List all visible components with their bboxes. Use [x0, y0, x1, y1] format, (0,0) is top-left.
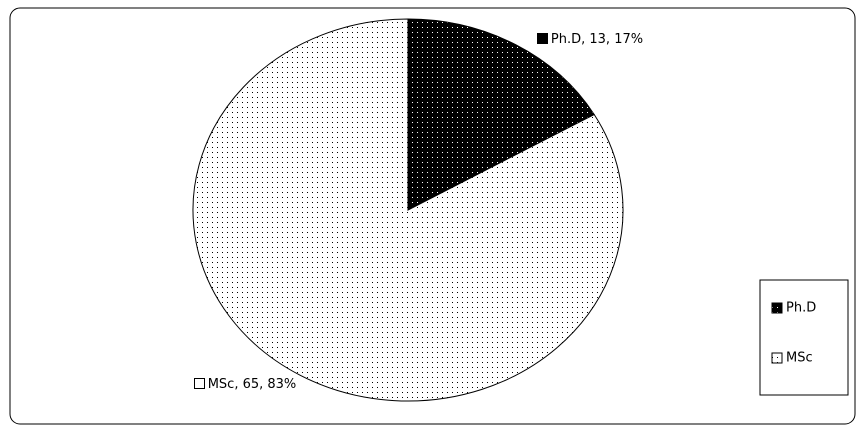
- legend-box: [759, 279, 849, 396]
- data-label: MSc, 65, 83%: [190, 375, 300, 395]
- legend-swatch: [771, 352, 783, 364]
- legend-label: Ph.D: [786, 301, 816, 316]
- label-swatch: [536, 33, 548, 44]
- legend-swatch: [771, 302, 783, 314]
- legend-label: MSc: [786, 351, 813, 366]
- pie-slice: [407, 18, 595, 211]
- label-swatch: [193, 378, 205, 389]
- data-label-text: MSc, 65, 83%: [207, 377, 297, 392]
- data-label: Ph.D, 13, 17%: [535, 30, 645, 50]
- data-label-text: Ph.D, 13, 17%: [550, 32, 644, 47]
- pie-slice: [192, 18, 624, 402]
